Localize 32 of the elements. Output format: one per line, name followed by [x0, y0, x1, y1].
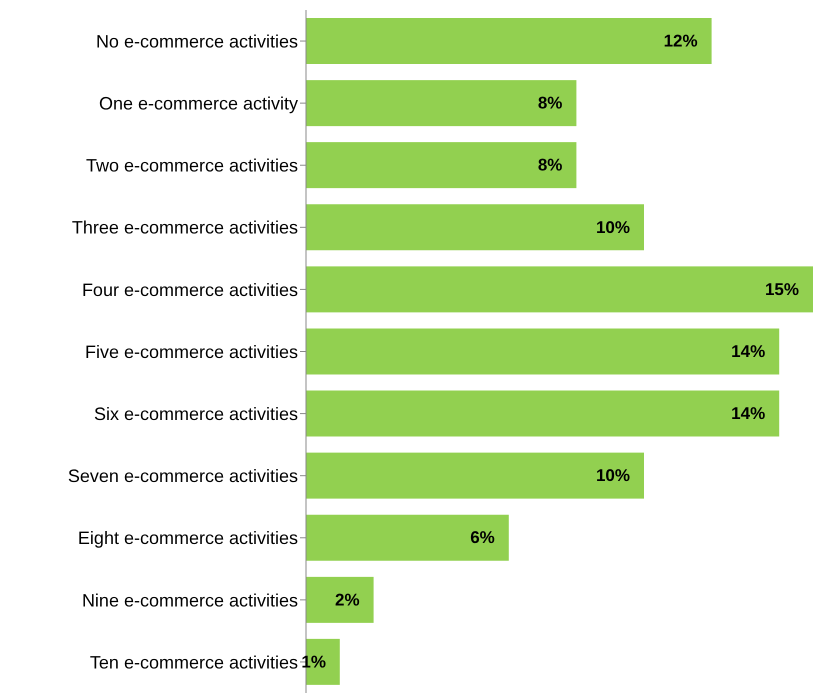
y-tick-label: Six e-commerce activities: [94, 404, 298, 424]
data-label: 8%: [538, 156, 562, 175]
y-tick-label: One e-commerce activity: [98, 94, 298, 114]
data-label: 14%: [731, 404, 766, 424]
y-tick-label: Eight e-commerce activities: [78, 528, 298, 548]
y-tick-label: No e-commerce activities: [96, 31, 298, 52]
bar: [306, 204, 644, 250]
data-label: 12%: [664, 32, 698, 50]
bar: [306, 576, 374, 623]
bar: [306, 452, 644, 499]
bar: [306, 18, 712, 64]
y-tick-label: Seven e-commerce activities: [68, 466, 298, 486]
bar: [306, 328, 780, 374]
data-label: 8%: [538, 94, 562, 113]
bar: [306, 142, 576, 188]
bar: [306, 390, 780, 437]
data-label: 2%: [335, 590, 360, 610]
y-tick-label: Ten e-commerce activities: [90, 652, 298, 672]
data-label: 1%: [301, 652, 326, 672]
bar: [306, 80, 576, 126]
y-tick-label: Five e-commerce activities: [84, 342, 298, 362]
y-tick-label: Four e-commerce activities: [82, 280, 298, 300]
bar: [306, 514, 509, 561]
data-label: 10%: [596, 218, 630, 237]
bar: [306, 266, 813, 312]
y-tick-label: Nine e-commerce activities: [82, 590, 298, 610]
data-label: 14%: [731, 342, 766, 361]
data-label: 6%: [470, 528, 495, 548]
y-tick-label: Two e-commerce activities: [86, 156, 298, 176]
y-tick-label: Three e-commerce activities: [72, 218, 298, 238]
data-label: 15%: [764, 280, 799, 299]
data-label: 10%: [596, 466, 630, 486]
